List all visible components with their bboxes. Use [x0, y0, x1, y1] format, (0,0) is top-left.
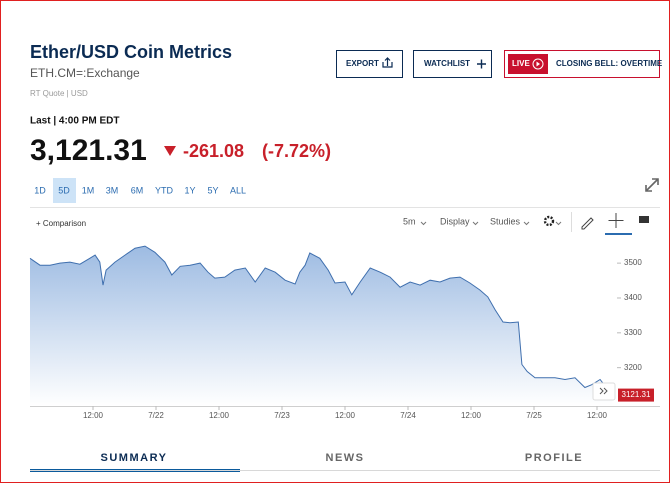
range-selector: 1D 5D 1M 3M 6M YTD 1Y 5Y ALL — [34, 178, 246, 203]
range-button[interactable]: 3M — [106, 185, 119, 195]
price-area — [30, 246, 613, 406]
y-tick-label: 3400 — [624, 293, 642, 302]
range-button[interactable]: 5D — [58, 185, 70, 195]
price: 3,121.31 — [30, 134, 147, 167]
x-tick-label: 12:00 — [209, 411, 230, 420]
range-highlight — [53, 178, 76, 203]
chart: 3200 3300 3400 3500 12:00 7/22 12:00 7/23 12:00 7… — [29, 245, 660, 420]
export-button[interactable]: EXPORT — [336, 50, 403, 78]
symbol: ETH.CM=:Exchange — [30, 66, 140, 80]
comparison[interactable]: + Comparison — [36, 219, 86, 228]
x-tick-label: 12:00 — [587, 411, 608, 420]
chevron — [472, 221, 479, 226]
play-icon — [532, 58, 544, 70]
tab[interactable]: SUMMARY — [101, 452, 168, 464]
display[interactable]: Display — [440, 216, 470, 226]
range-button[interactable]: 5Y — [207, 185, 218, 195]
last-price-tag — [618, 388, 654, 402]
down-arrow — [164, 146, 176, 156]
x-tick-label: 7/24 — [400, 411, 416, 420]
last-time: Last | 4:00 PM EDT — [30, 116, 120, 127]
button-label: EXPORT — [346, 59, 379, 68]
title: Ether/USD Coin Metrics — [30, 42, 232, 62]
annotation-icon[interactable] — [639, 216, 649, 223]
x-tick-label: 7/23 — [274, 411, 290, 420]
watchlist-button[interactable]: WATCHLIST — [413, 50, 492, 78]
x-tick-label: 12:00 — [83, 411, 104, 420]
chevron — [523, 221, 530, 226]
export-icon — [382, 57, 393, 68]
x-tick-label: 12:00 — [461, 411, 482, 420]
y-tick-label: 3300 — [624, 328, 642, 337]
x-tick-label: 7/25 — [526, 411, 542, 420]
last-price-label: 3121.31 — [622, 390, 651, 399]
quote-note: RT Quote | USD — [30, 89, 88, 98]
expand-icon[interactable] — [645, 178, 659, 192]
range-button[interactable]: YTD — [155, 185, 174, 195]
range-button[interactable]: ALL — [230, 185, 246, 195]
crosshair-icon[interactable] — [608, 213, 624, 228]
play-triangle — [536, 61, 540, 67]
x-tick-label: 12:00 — [335, 411, 356, 420]
tab[interactable]: NEWS — [326, 452, 365, 464]
range-button[interactable]: 6M — [131, 185, 144, 195]
button-label: WATCHLIST — [424, 59, 470, 68]
range-button[interactable]: 1Y — [184, 185, 195, 195]
tab[interactable]: PROFILE — [525, 452, 583, 464]
interval[interactable]: 5m — [403, 216, 416, 226]
range-button[interactable]: 1D — [34, 185, 46, 195]
scroll-button[interactable] — [592, 382, 616, 401]
chevron — [555, 221, 562, 226]
y-tick-label: 3500 — [624, 258, 642, 267]
price-line — [29, 245, 613, 396]
change: -261.08 — [183, 141, 244, 161]
y-tick-label: 3200 — [624, 363, 642, 372]
range-button[interactable]: 1M — [82, 185, 95, 195]
studies[interactable]: Studies — [490, 216, 521, 226]
chevron — [420, 221, 427, 226]
live-label: LIVE — [512, 59, 530, 68]
plus-icon — [477, 59, 486, 69]
button-label: CLOSING BELL: OVERTIME — [556, 59, 663, 68]
settings-icon[interactable] — [543, 215, 555, 227]
change-pct: (-7.72%) — [262, 141, 331, 161]
live-button[interactable]: LIVE CLOSING BELL: OVERTIME — [504, 50, 663, 78]
draw-icon[interactable] — [581, 217, 594, 230]
scroll-icon — [599, 387, 608, 395]
x-tick-label: 7/22 — [148, 411, 164, 420]
